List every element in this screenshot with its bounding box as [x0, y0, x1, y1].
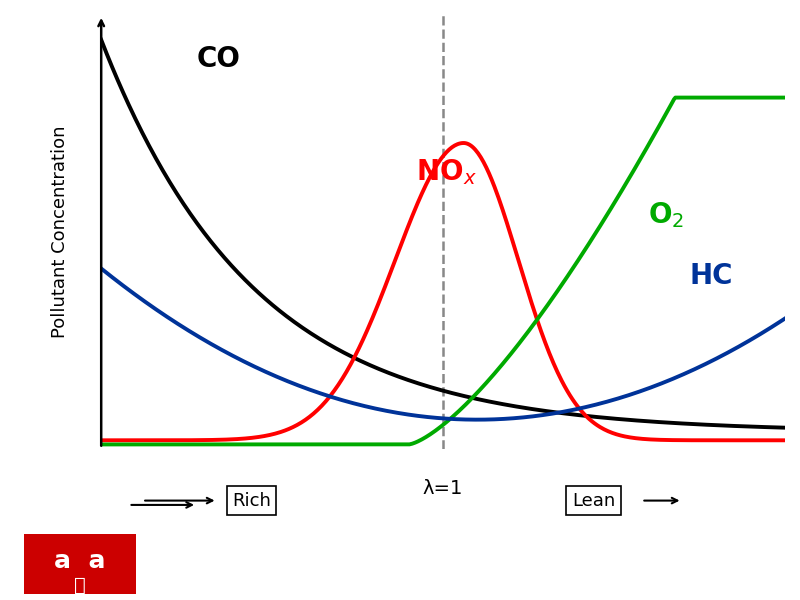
Text: a  a: a a [54, 549, 106, 573]
Text: ⌣: ⌣ [74, 575, 86, 595]
Text: HC: HC [690, 262, 733, 290]
Text: NO$_x$: NO$_x$ [416, 157, 477, 187]
Text: O$_2$: O$_2$ [648, 200, 685, 230]
Text: CO: CO [197, 45, 241, 73]
Text: Pollutant Concentration: Pollutant Concentration [51, 125, 69, 338]
Text: Lean: Lean [572, 491, 615, 509]
Text: Rich: Rich [232, 491, 271, 509]
Text: λ=1: λ=1 [423, 479, 463, 498]
